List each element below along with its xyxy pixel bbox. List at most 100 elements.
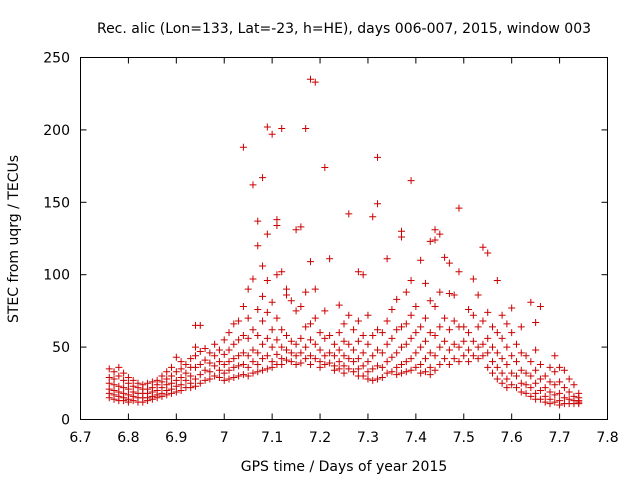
data-point bbox=[527, 298, 535, 306]
data-point bbox=[364, 368, 372, 376]
data-point bbox=[120, 397, 128, 405]
data-point bbox=[115, 363, 123, 371]
data-point bbox=[498, 355, 506, 363]
data-point bbox=[402, 358, 410, 366]
data-point bbox=[230, 363, 238, 371]
data-point bbox=[225, 366, 233, 374]
data-point bbox=[441, 314, 449, 322]
data-point bbox=[364, 311, 372, 319]
data-point bbox=[244, 363, 252, 371]
data-point bbox=[278, 360, 286, 368]
axis-ticks: 6.7 6.8 6.9 7 7.1 7.2 7.3 7.4 7.5 7.6 7.7 7.8 0 50 100… bbox=[43, 51, 618, 447]
data-point bbox=[206, 368, 214, 376]
data-point bbox=[469, 352, 477, 360]
data-point bbox=[556, 401, 564, 409]
data-point bbox=[484, 308, 492, 316]
data-point bbox=[527, 392, 535, 400]
data-point bbox=[124, 398, 132, 406]
data-point bbox=[426, 297, 434, 305]
data-point bbox=[254, 332, 262, 340]
data-point bbox=[110, 368, 118, 376]
data-point bbox=[144, 397, 152, 405]
data-point bbox=[292, 360, 300, 368]
data-point bbox=[469, 275, 477, 283]
data-point bbox=[417, 256, 425, 264]
data-point bbox=[230, 374, 238, 382]
data-point bbox=[187, 372, 195, 380]
data-point bbox=[498, 379, 506, 387]
data-point bbox=[326, 332, 334, 340]
data-point bbox=[484, 249, 492, 257]
data-point bbox=[517, 379, 525, 387]
data-point bbox=[469, 337, 477, 345]
data-point bbox=[302, 323, 310, 331]
data-point bbox=[350, 358, 358, 366]
data-point bbox=[235, 317, 243, 325]
data-point bbox=[546, 363, 554, 371]
data-point bbox=[191, 363, 199, 371]
data-point bbox=[508, 329, 516, 337]
x-tick-label: 7.4 bbox=[405, 430, 427, 446]
data-point bbox=[417, 323, 425, 331]
data-point bbox=[364, 340, 372, 348]
data-point bbox=[369, 332, 377, 340]
data-point bbox=[263, 230, 271, 238]
data-point bbox=[196, 360, 204, 368]
data-point bbox=[306, 336, 314, 344]
y-tick-label: 0 bbox=[61, 413, 70, 429]
data-point bbox=[441, 355, 449, 363]
data-point bbox=[407, 276, 415, 284]
data-point bbox=[120, 376, 128, 384]
data-point bbox=[273, 314, 281, 322]
data-point bbox=[259, 317, 267, 325]
data-point bbox=[489, 323, 497, 331]
data-point bbox=[297, 349, 305, 357]
data-point bbox=[484, 349, 492, 357]
data-point bbox=[527, 384, 535, 392]
data-point bbox=[244, 352, 252, 360]
data-point bbox=[498, 334, 506, 342]
data-point bbox=[182, 376, 190, 384]
data-point bbox=[211, 352, 219, 360]
data-point bbox=[225, 329, 233, 337]
data-point bbox=[532, 366, 540, 374]
data-point bbox=[374, 153, 382, 161]
data-point bbox=[388, 368, 396, 376]
data-point bbox=[230, 340, 238, 348]
data-point bbox=[259, 366, 267, 374]
data-point bbox=[450, 355, 458, 363]
data-point bbox=[297, 223, 305, 231]
data-point bbox=[235, 372, 243, 380]
data-point bbox=[498, 311, 506, 319]
data-point bbox=[508, 369, 516, 377]
data-point bbox=[359, 372, 367, 380]
data-point bbox=[369, 213, 377, 221]
data-point bbox=[345, 210, 353, 218]
data-point bbox=[522, 352, 530, 360]
data-point bbox=[493, 329, 501, 337]
data-point bbox=[354, 337, 362, 345]
data-point bbox=[508, 304, 516, 312]
data-point bbox=[421, 314, 429, 322]
data-point bbox=[565, 388, 573, 396]
data-point bbox=[431, 236, 439, 244]
data-point bbox=[153, 394, 161, 402]
x-tick-label: 7.7 bbox=[548, 430, 570, 446]
data-point bbox=[465, 346, 473, 354]
data-point bbox=[369, 352, 377, 360]
data-point bbox=[426, 371, 434, 379]
data-point bbox=[191, 382, 199, 390]
data-point bbox=[239, 143, 247, 151]
data-point bbox=[354, 268, 362, 276]
data-point bbox=[105, 365, 113, 373]
data-point bbox=[522, 389, 530, 397]
data-point bbox=[182, 369, 190, 377]
data-point bbox=[273, 350, 281, 358]
data-point bbox=[383, 340, 391, 348]
data-point bbox=[393, 326, 401, 334]
data-point bbox=[335, 365, 343, 373]
data-point bbox=[345, 355, 353, 363]
data-point bbox=[436, 230, 444, 238]
data-point bbox=[426, 237, 434, 245]
